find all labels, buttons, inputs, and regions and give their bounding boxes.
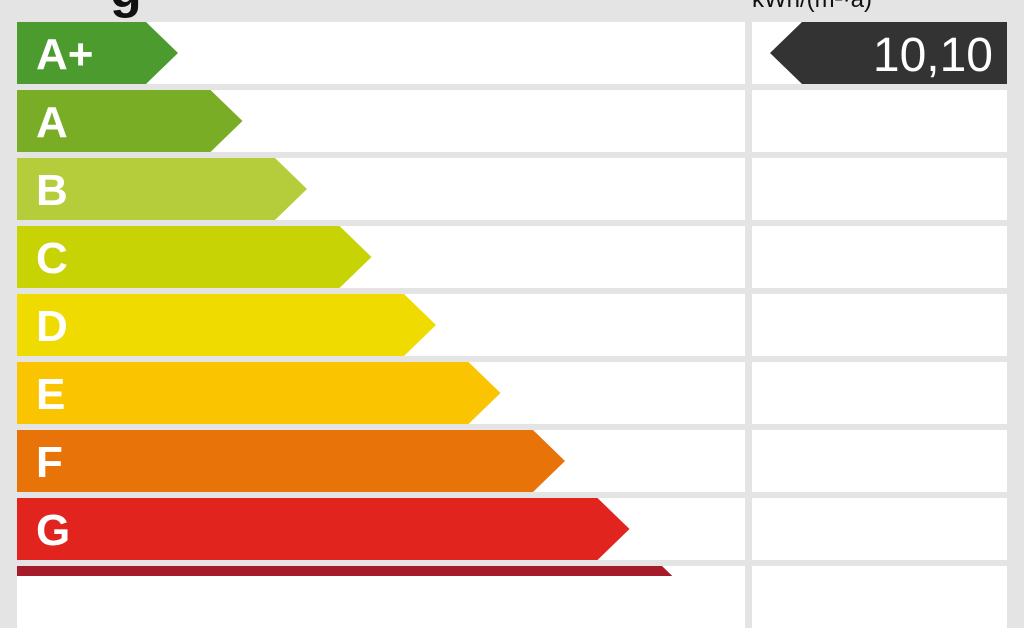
class-arrow-C [17, 226, 372, 288]
class-label: B [36, 166, 68, 215]
rating-arrow [770, 22, 1007, 84]
value-cell [752, 362, 1007, 424]
rating-value: 10,10 [873, 29, 993, 82]
class-label: D [36, 302, 68, 351]
class-label: F [36, 438, 63, 487]
class-label: C [36, 234, 68, 283]
value-cell [752, 294, 1007, 356]
class-arrow-last [17, 566, 673, 576]
class-arrow-A+ [17, 22, 178, 84]
class-arrow-B [17, 158, 307, 220]
value-cell [752, 158, 1007, 220]
label-title: g [110, 0, 142, 20]
class-label: A [36, 98, 68, 147]
class-label: G [36, 506, 70, 555]
class-arrow-G [17, 498, 630, 560]
value-cell [752, 498, 1007, 560]
value-cell [752, 430, 1007, 492]
class-arrow-E [17, 362, 501, 424]
class-label: E [36, 370, 65, 419]
unit-label: kWh/(m²·a) [752, 0, 872, 14]
value-cell [752, 226, 1007, 288]
value-cell [752, 90, 1007, 152]
class-arrow-D [17, 294, 436, 356]
class-arrow-F [17, 430, 565, 492]
class-arrow-A [17, 90, 243, 152]
class-label: A+ [36, 30, 93, 79]
